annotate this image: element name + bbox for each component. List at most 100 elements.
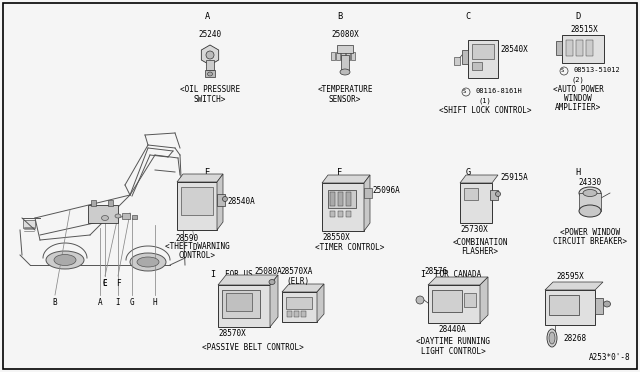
Ellipse shape: [549, 332, 555, 344]
Ellipse shape: [102, 215, 109, 221]
Text: FOR US: FOR US: [225, 270, 253, 279]
Text: 28440A: 28440A: [438, 325, 466, 334]
Ellipse shape: [547, 329, 557, 347]
Text: <AUTO POWER: <AUTO POWER: [552, 85, 604, 94]
Text: 28570XA: 28570XA: [280, 267, 312, 276]
Text: G: G: [130, 298, 134, 307]
Text: I: I: [116, 298, 120, 307]
Bar: [341, 52, 345, 60]
Text: D: D: [193, 243, 197, 252]
Text: 25080A: 25080A: [254, 267, 282, 276]
Bar: [177, 182, 217, 230]
Text: B: B: [52, 298, 58, 307]
Bar: [428, 285, 480, 323]
Text: 24330: 24330: [579, 178, 602, 187]
Bar: [462, 50, 468, 64]
Polygon shape: [480, 277, 488, 323]
Text: CONTROL>: CONTROL>: [179, 251, 216, 260]
Bar: [132, 215, 137, 219]
Bar: [206, 60, 214, 70]
Polygon shape: [177, 174, 223, 182]
Text: CIRCUIT BREAKER>: CIRCUIT BREAKER>: [553, 237, 627, 246]
Bar: [576, 40, 583, 56]
Bar: [579, 193, 601, 211]
Bar: [222, 290, 260, 318]
Text: 28590: 28590: [175, 234, 198, 243]
Ellipse shape: [54, 254, 76, 266]
Text: 28570X: 28570X: [218, 329, 246, 338]
Ellipse shape: [206, 51, 214, 59]
Text: SWITCH>: SWITCH>: [194, 95, 226, 104]
Text: 28576: 28576: [424, 267, 447, 276]
Polygon shape: [202, 45, 219, 65]
Bar: [454, 57, 460, 65]
Bar: [282, 292, 317, 322]
Bar: [287, 311, 292, 317]
Bar: [545, 290, 595, 325]
Text: H: H: [153, 298, 157, 307]
Bar: [322, 183, 364, 231]
Text: <OIL PRESSURE: <OIL PRESSURE: [180, 85, 240, 94]
Bar: [351, 52, 355, 60]
Bar: [218, 285, 270, 327]
Bar: [336, 52, 340, 60]
Bar: [556, 41, 562, 55]
Text: F: F: [337, 168, 342, 177]
Text: <PASSIVE BELT CONTROL>: <PASSIVE BELT CONTROL>: [202, 343, 304, 352]
Bar: [108, 200, 113, 206]
Ellipse shape: [579, 205, 601, 217]
Bar: [88, 205, 118, 223]
Text: I: I: [210, 270, 215, 279]
Text: E: E: [102, 279, 108, 288]
Bar: [23, 220, 35, 228]
Text: 28540A: 28540A: [227, 197, 255, 206]
Text: G: G: [465, 168, 470, 177]
Text: C: C: [102, 279, 108, 288]
Bar: [337, 45, 353, 53]
Bar: [586, 40, 593, 56]
Text: SENSOR>: SENSOR>: [329, 95, 361, 104]
Polygon shape: [270, 275, 278, 327]
Bar: [432, 290, 462, 312]
Text: S: S: [561, 68, 564, 73]
Bar: [464, 293, 476, 307]
Text: 25240: 25240: [198, 30, 221, 39]
Text: 28515X: 28515X: [570, 25, 598, 34]
Polygon shape: [282, 284, 324, 292]
Text: D: D: [575, 12, 580, 21]
Text: A253*0'-8: A253*0'-8: [588, 353, 630, 362]
Text: FOR CANADA: FOR CANADA: [435, 270, 481, 279]
Bar: [286, 297, 312, 309]
Polygon shape: [364, 175, 370, 231]
Text: 08513-51012: 08513-51012: [573, 67, 620, 73]
Text: <SHIFT LOCK CONTROL>: <SHIFT LOCK CONTROL>: [439, 106, 531, 115]
Bar: [595, 298, 603, 314]
Bar: [331, 52, 335, 60]
Text: A: A: [204, 12, 210, 21]
Bar: [490, 190, 498, 200]
Text: (1): (1): [479, 97, 492, 103]
Bar: [364, 188, 372, 198]
Text: 25915A: 25915A: [500, 173, 528, 182]
Bar: [338, 192, 343, 206]
Bar: [566, 40, 573, 56]
Text: <TEMPERATURE: <TEMPERATURE: [317, 85, 372, 94]
Text: <DAYTIME RUNNING: <DAYTIME RUNNING: [416, 337, 490, 346]
Bar: [341, 55, 349, 70]
Ellipse shape: [223, 196, 227, 202]
Text: 28550X: 28550X: [322, 233, 349, 242]
Ellipse shape: [604, 301, 611, 307]
Ellipse shape: [340, 69, 350, 75]
Bar: [472, 62, 482, 70]
Text: A: A: [98, 298, 102, 307]
Bar: [472, 44, 494, 59]
Text: E: E: [204, 168, 210, 177]
Bar: [330, 192, 335, 206]
Text: (2): (2): [572, 76, 584, 83]
Text: (ELR): (ELR): [286, 277, 309, 286]
Bar: [328, 190, 356, 208]
Bar: [460, 183, 492, 223]
Polygon shape: [322, 175, 370, 183]
Ellipse shape: [583, 189, 597, 196]
Bar: [122, 213, 130, 219]
